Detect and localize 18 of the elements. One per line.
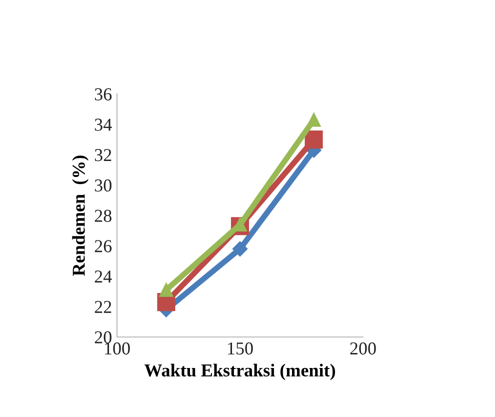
point [306, 112, 321, 127]
y-tick-label: 34 [94, 118, 112, 131]
y-tick-label: 20 [94, 331, 112, 344]
x-tick-label: 200 [350, 342, 376, 355]
x-axis-title: Waktu Ekstraksi (menit) [144, 364, 336, 380]
y-axis-title: Rendemen (%) [72, 156, 89, 276]
y-tick-label: 36 [94, 88, 112, 100]
point [304, 130, 323, 149]
y-tick-label: 22 [94, 300, 112, 313]
y-tick-label: 24 [94, 270, 112, 283]
y-tick-label: 26 [94, 240, 112, 252]
x-tick-label: 100 [105, 342, 130, 355]
x-tick-label: 150 [228, 342, 253, 355]
y-tick-label: 30 [94, 179, 112, 192]
point [232, 241, 248, 256]
y-tick-label: 28 [94, 210, 112, 222]
point [159, 282, 174, 297]
y-tick-label: 32 [94, 149, 112, 162]
